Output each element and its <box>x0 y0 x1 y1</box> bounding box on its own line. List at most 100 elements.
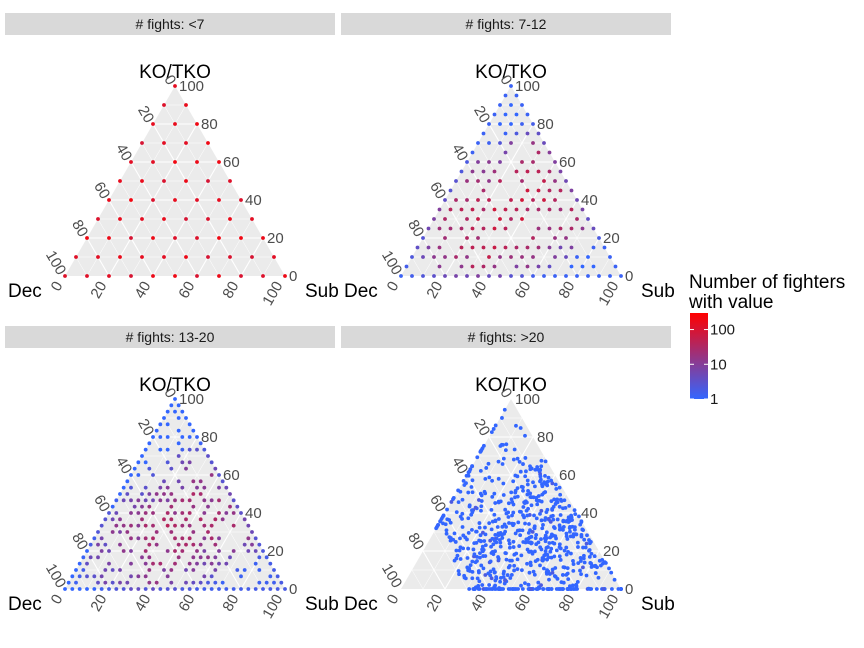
data-point <box>539 508 544 513</box>
tick-label-bottom-axis: 60 <box>511 279 534 302</box>
grid-line <box>466 455 545 590</box>
data-point <box>283 274 287 278</box>
data-point <box>514 169 519 174</box>
data-point <box>434 526 439 531</box>
data-point <box>507 545 512 550</box>
data-point <box>557 523 562 528</box>
data-point <box>502 581 507 586</box>
data-point <box>523 474 528 479</box>
data-point <box>213 517 218 522</box>
legend-colorbar <box>690 313 708 399</box>
data-point <box>563 505 568 510</box>
data-point <box>121 498 126 503</box>
data-point <box>500 524 505 529</box>
data-point <box>129 498 133 503</box>
facet-strip <box>341 326 671 348</box>
tick-label-top-axis: 0 <box>289 268 297 285</box>
data-point <box>154 530 159 534</box>
data-point <box>483 532 488 537</box>
data-point <box>574 584 579 589</box>
data-point <box>476 274 480 278</box>
data-point <box>509 274 513 278</box>
data-point <box>519 509 523 514</box>
data-point <box>562 548 567 553</box>
data-point <box>557 485 562 490</box>
data-point <box>492 587 497 591</box>
tick-label-top-axis: 60 <box>223 154 240 171</box>
data-point <box>528 563 533 568</box>
data-point <box>498 141 502 145</box>
data-point <box>528 560 533 565</box>
data-point <box>176 441 181 446</box>
data-point <box>147 542 152 547</box>
data-point <box>257 580 262 585</box>
grid-line <box>598 569 611 590</box>
data-point <box>475 555 479 559</box>
data-point <box>475 576 480 581</box>
data-point <box>544 570 549 575</box>
data-point <box>506 501 511 506</box>
data-point <box>566 577 571 582</box>
legend-title-line2: with value <box>688 292 774 313</box>
data-point <box>165 485 170 490</box>
data-point <box>487 122 491 126</box>
data-point <box>503 226 508 231</box>
data-point <box>609 570 614 575</box>
data-point <box>151 160 155 164</box>
data-point <box>184 466 188 471</box>
data-point <box>140 504 144 509</box>
data-point <box>103 568 108 572</box>
data-point <box>539 499 544 504</box>
data-point <box>531 122 535 126</box>
data-point <box>118 492 122 496</box>
data-point <box>107 549 111 553</box>
data-point <box>136 587 141 591</box>
data-point <box>509 84 513 88</box>
data-point <box>512 447 517 452</box>
data-point <box>531 569 536 574</box>
data-point <box>275 587 280 591</box>
data-point <box>492 169 497 174</box>
tick-label-left-axis: 100 <box>378 248 405 278</box>
data-point <box>601 587 606 591</box>
data-point <box>165 511 170 515</box>
data-point <box>452 558 457 563</box>
data-point <box>279 580 284 585</box>
data-point <box>239 574 243 579</box>
data-point <box>454 198 458 202</box>
data-point <box>92 536 97 541</box>
data-point <box>521 462 525 466</box>
tick-label-left-axis: 40 <box>112 454 135 477</box>
data-points <box>63 397 287 591</box>
grid-line <box>422 550 446 590</box>
data-point <box>421 236 425 240</box>
data-point <box>458 536 462 541</box>
data-point <box>198 441 203 446</box>
data-point <box>555 500 560 505</box>
data-point <box>483 543 488 548</box>
data-point <box>520 528 525 533</box>
data-point <box>121 523 126 528</box>
tick-label-top-axis: 20 <box>267 230 284 247</box>
data-point <box>477 521 482 525</box>
data-point <box>591 226 596 231</box>
data-point <box>515 486 520 490</box>
data-point <box>539 547 544 552</box>
tick-label-top-axis: 40 <box>245 505 262 522</box>
data-point <box>498 579 502 584</box>
data-point <box>136 460 141 465</box>
data-point <box>520 255 524 259</box>
data-point <box>539 458 544 463</box>
data-point <box>564 545 569 550</box>
data-point <box>235 504 240 509</box>
data-point <box>489 544 493 549</box>
data-point <box>544 510 549 515</box>
data-point <box>525 188 530 193</box>
data-point <box>467 504 472 509</box>
axis-label-right: Sub <box>305 281 339 302</box>
tick-label-left-axis: 20 <box>134 416 157 439</box>
data-point <box>162 416 166 420</box>
data-point <box>539 583 543 587</box>
tick-label-top-axis: 40 <box>581 192 598 209</box>
data-point <box>470 207 475 212</box>
